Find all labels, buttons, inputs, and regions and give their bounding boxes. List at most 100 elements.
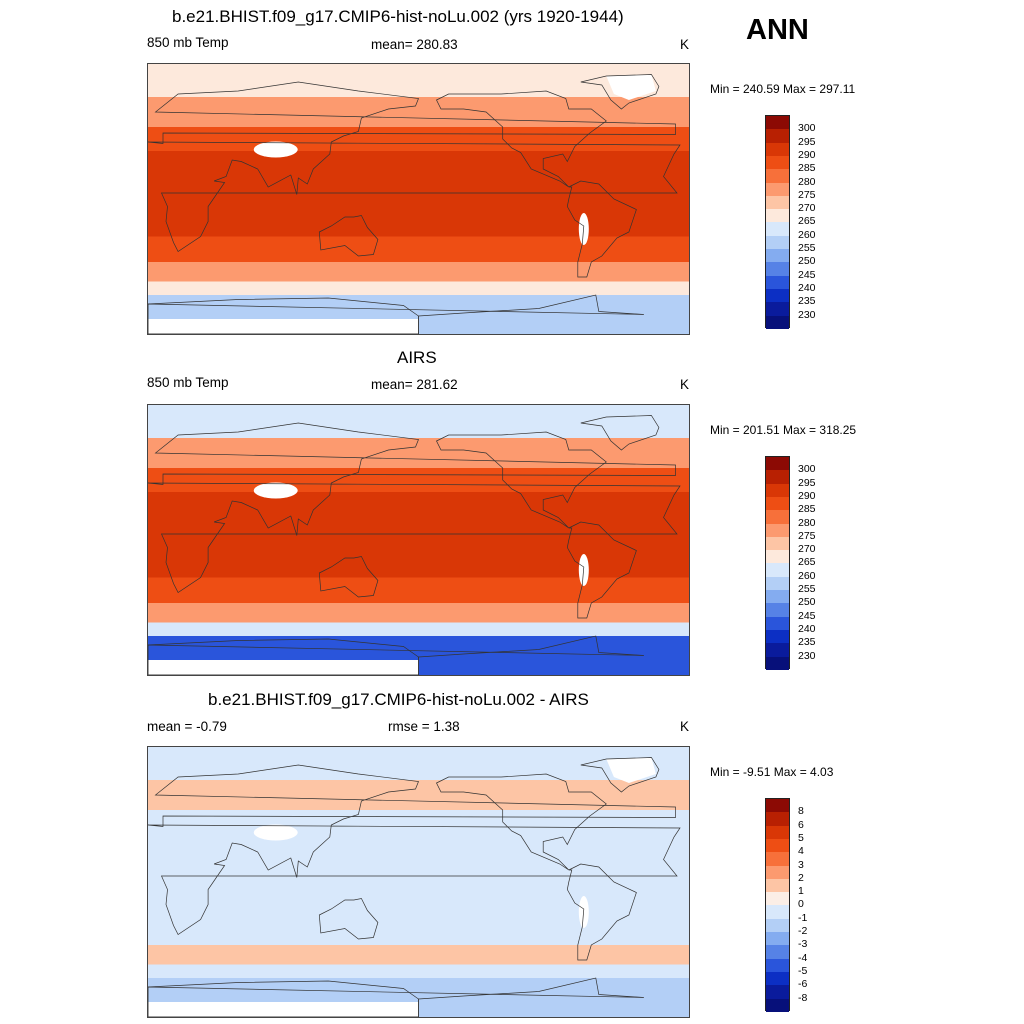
colorbar-tick-label: -2 — [798, 925, 808, 937]
colorbar-tick-label: 5 — [798, 831, 804, 844]
colorbar-swatch — [766, 142, 789, 157]
panel-minmax: Min = 240.59 Max = 297.11 — [710, 82, 856, 96]
panel-title: b.e21.BHIST.f09_g17.CMIP6-hist-noLu.002 … — [208, 690, 589, 709]
mask-tibet — [253, 824, 298, 841]
colorbar-tick-label: 240 — [798, 281, 816, 294]
colorbar-swatch — [766, 155, 789, 170]
band-subtropic-north — [148, 127, 689, 152]
coast-antarctica — [148, 297, 419, 334]
colorbar-swatch — [766, 457, 789, 471]
mask-antarctica-west — [148, 319, 419, 334]
band-midlat-north — [148, 97, 689, 128]
colorbar-swatch — [766, 865, 789, 880]
band-subtropic-south — [148, 919, 689, 946]
coast-greenland — [580, 757, 660, 793]
panel-units: K — [680, 37, 690, 52]
band-polar-north — [148, 405, 689, 439]
coast-africa-europe-asia — [148, 764, 681, 936]
map-panel — [147, 404, 690, 676]
colorbar-swatch — [766, 878, 789, 893]
colorbar-tick-label: 275 — [798, 529, 816, 542]
colorbar-tick-label: 290 — [798, 148, 816, 161]
colorbar-swatch — [766, 129, 789, 144]
panel-units: K — [680, 377, 690, 392]
coast-south-america — [566, 180, 637, 278]
panel-units: K — [680, 719, 690, 734]
colorbar-ramp — [765, 456, 790, 671]
map-panel — [147, 63, 690, 335]
panel-left-label: mean = -0.79 — [147, 719, 227, 734]
colorbar-tick-label: 285 — [798, 503, 816, 516]
coast-australia — [318, 556, 379, 598]
colorbar-swatch — [766, 576, 789, 591]
colorbar-swatch — [766, 998, 789, 1013]
colorbar-tick-label: 255 — [798, 242, 816, 254]
colorbar-tick-label: 285 — [798, 162, 816, 175]
colorbar-swatch — [766, 643, 789, 657]
world-map-svg — [148, 405, 689, 675]
colorbar-tick-label: 255 — [798, 583, 816, 595]
band-polar-north — [148, 64, 689, 98]
world-map-svg — [148, 64, 689, 334]
band-midlat-north — [148, 780, 689, 811]
colorbar-tick-label: 280 — [798, 175, 816, 188]
colorbar-swatch — [766, 523, 789, 538]
colorbar-tick-label: 265 — [798, 215, 816, 228]
coast-africa-europe-asia — [148, 422, 681, 594]
colorbar-swatch — [766, 958, 789, 973]
mask-greenland — [606, 757, 656, 783]
coast-greenland — [580, 415, 660, 451]
coast-north-america — [436, 431, 607, 529]
coast-australia — [318, 898, 379, 940]
band-midlat-south — [148, 603, 689, 623]
colorbar-swatch — [766, 116, 789, 130]
colorbar-swatch — [766, 603, 789, 618]
band-subtropic-south — [148, 577, 689, 604]
coast-antarctica — [148, 638, 419, 675]
colorbar-swatch — [766, 275, 789, 290]
coast-australia — [318, 215, 379, 257]
coast-greenland — [580, 74, 660, 110]
band-midlat-north — [148, 438, 689, 469]
colorbar-swatch — [766, 302, 789, 316]
coast-antarctica — [148, 980, 419, 1017]
colorbar-tick-label: 280 — [798, 516, 816, 529]
colorbar-tick-label: 250 — [798, 255, 816, 268]
colorbar-tick-label: 265 — [798, 556, 816, 569]
colorbar-swatch — [766, 209, 789, 223]
colorbar-tick-label: 235 — [798, 295, 816, 308]
colorbar-swatch — [766, 971, 789, 986]
colorbar-tick-label: 4 — [798, 845, 804, 858]
colorbar-swatch — [766, 262, 789, 277]
band-midlat-south — [148, 945, 689, 965]
mask-antarctica-west — [148, 660, 419, 675]
colorbar-swatch — [766, 932, 789, 946]
colorbar-tick-label: -8 — [798, 991, 808, 1004]
colorbar-swatch — [766, 470, 789, 485]
colorbar-swatch — [766, 195, 789, 210]
colorbar-swatch — [766, 838, 789, 853]
colorbar-tick-label: 230 — [798, 649, 816, 662]
colorbar-tick-label: 3 — [798, 858, 804, 871]
colorbar-swatch — [766, 249, 789, 263]
colorbar-swatch — [766, 799, 789, 813]
colorbar-tick-label: 240 — [798, 622, 816, 635]
colorbar-swatch — [766, 510, 789, 524]
map-panel — [147, 746, 690, 1018]
band-subtropic-north — [148, 810, 689, 835]
colorbar-swatch — [766, 288, 789, 303]
panel-minmax: Min = 201.51 Max = 318.25 — [710, 423, 857, 437]
coast-south-america — [566, 521, 637, 619]
colorbar-swatch — [766, 812, 789, 827]
mask-antarctica-west — [148, 1002, 419, 1017]
colorbar-tick-label: 2 — [798, 871, 804, 884]
colorbar-tick-label: 270 — [798, 202, 816, 215]
colorbar-swatch — [766, 563, 789, 578]
band-subtropic-south — [148, 236, 689, 263]
band-subpolar-south — [148, 281, 689, 296]
colorbar-tick-label: 0 — [798, 898, 804, 911]
colorbar-tick-label: 230 — [798, 308, 816, 321]
colorbar-swatch — [766, 616, 789, 631]
panel-center-label: mean= 281.62 — [371, 377, 458, 392]
colorbar-tick-label: -4 — [798, 951, 808, 964]
